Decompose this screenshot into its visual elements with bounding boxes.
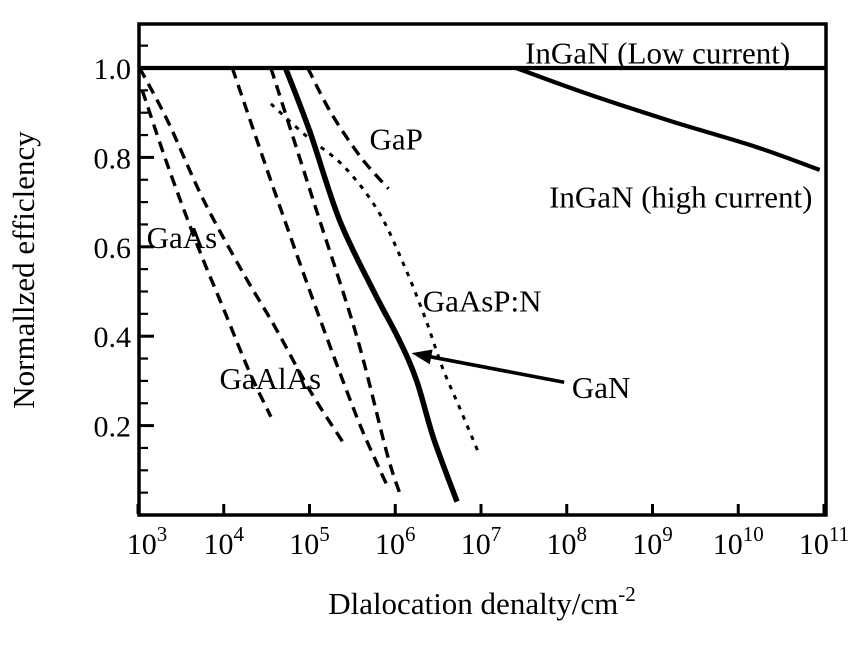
arrow-head [411, 349, 433, 365]
x-axis-tick-labels: 103 104 105 106 107 108 109 1010 1011 [127, 522, 848, 561]
x-tick-label-10e8: 108 [547, 522, 588, 561]
x-tick-label-10e5: 105 [289, 522, 330, 561]
label-gan: GaN [572, 370, 631, 405]
data-curves [138, 65, 826, 503]
curve-InGaN-high-current [515, 66, 821, 172]
x-tick-label-10e3: 103 [127, 522, 168, 561]
gan-pointer-arrow [411, 349, 565, 385]
y-axis-minor-ticks [140, 44, 148, 494]
x-tick-label-10e6: 106 [375, 522, 416, 561]
y-axis-label: Normallzed efficlency [6, 131, 41, 409]
curve-GaAs-upper [138, 67, 346, 445]
y-tick-label-1.0: 1.0 [94, 53, 132, 86]
curve-GaAsP-N [269, 102, 480, 453]
label-ingan-low-current: InGaN (Low current) [525, 35, 790, 70]
curve-GaN [282, 67, 460, 503]
x-tick-label-10e9: 109 [632, 522, 673, 561]
curve-GaAs-lower [140, 89, 273, 418]
x-tick-label-10e4: 104 [204, 522, 245, 561]
label-gaas: GaAs [147, 220, 218, 255]
label-gaasp-n: GaAsP:N [423, 283, 542, 318]
x-tick-label-10e11: 1011 [799, 522, 848, 561]
label-ingan-high-current: InGaN (high current) [549, 179, 812, 214]
label-gap: GaP [370, 122, 423, 157]
curve-GaAlAs-left [230, 67, 390, 489]
y-tick-label-0.8: 0.8 [94, 142, 132, 175]
x-axis-label: Dlalocation denalty/cm-2 [328, 582, 636, 621]
y-tick-label-0.6: 0.6 [94, 232, 132, 265]
curve-GaP [306, 67, 390, 190]
label-gaalas: GaAlAs [219, 361, 321, 396]
curve-GaAlAs-right [269, 67, 402, 494]
y-tick-label-0.4: 0.4 [94, 321, 132, 354]
x-tick-label-10e7: 107 [461, 522, 502, 561]
y-axis-tick-labels: 0.2 0.4 0.6 0.8 1.0 [94, 53, 132, 444]
x-axis-major-ticks [136, 504, 826, 514]
curve-labels: InGaN (Low current) InGaN (high current) G… [147, 35, 813, 405]
y-tick-label-0.2: 0.2 [94, 411, 132, 444]
arrow-shaft [426, 354, 565, 385]
x-tick-label-10e10: 1010 [713, 522, 764, 561]
plot-border [137, 22, 828, 517]
